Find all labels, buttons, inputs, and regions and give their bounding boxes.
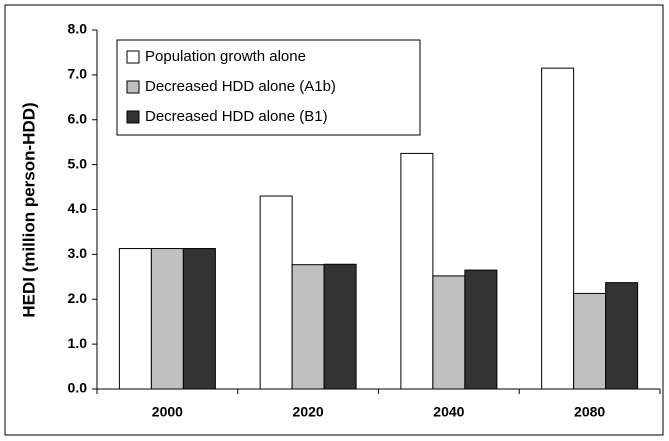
y-tick-label: 5.0 — [68, 155, 88, 171]
legend-swatch — [126, 110, 140, 124]
bar — [150, 248, 184, 390]
bar — [464, 269, 498, 390]
bar — [432, 275, 466, 390]
bar — [291, 264, 325, 390]
bar — [541, 67, 575, 390]
legend-swatch — [126, 80, 140, 94]
y-tick-label: 7.0 — [68, 66, 88, 82]
y-tick-label: 2.0 — [68, 290, 88, 306]
legend-label: Population growth alone — [145, 48, 306, 65]
bar — [400, 152, 434, 390]
bar — [118, 248, 152, 390]
y-tick-label: 1.0 — [68, 335, 88, 351]
legend-box — [116, 39, 421, 136]
legend-label: Decreased HDD alone (B1) — [145, 108, 328, 125]
bar — [323, 263, 357, 390]
x-tick-label: 2040 — [433, 404, 464, 420]
legend-label: Decreased HDD alone (A1b) — [145, 78, 336, 95]
bar — [605, 282, 639, 390]
y-axis-label: HEDI (million person-HDD) — [19, 102, 38, 317]
y-tick-label: 0.0 — [68, 380, 88, 396]
y-tick-label: 4.0 — [68, 200, 88, 216]
bar — [259, 195, 293, 390]
bar — [182, 248, 216, 390]
bar — [573, 292, 607, 390]
y-tick-label: 6.0 — [68, 110, 88, 126]
x-tick-label: 2000 — [152, 404, 183, 420]
legend-swatch — [126, 50, 140, 64]
x-tick-label: 2020 — [293, 404, 324, 420]
y-tick-label: 3.0 — [68, 245, 88, 261]
y-tick-label: 8.0 — [68, 21, 88, 37]
x-tick-label: 2080 — [574, 404, 605, 420]
